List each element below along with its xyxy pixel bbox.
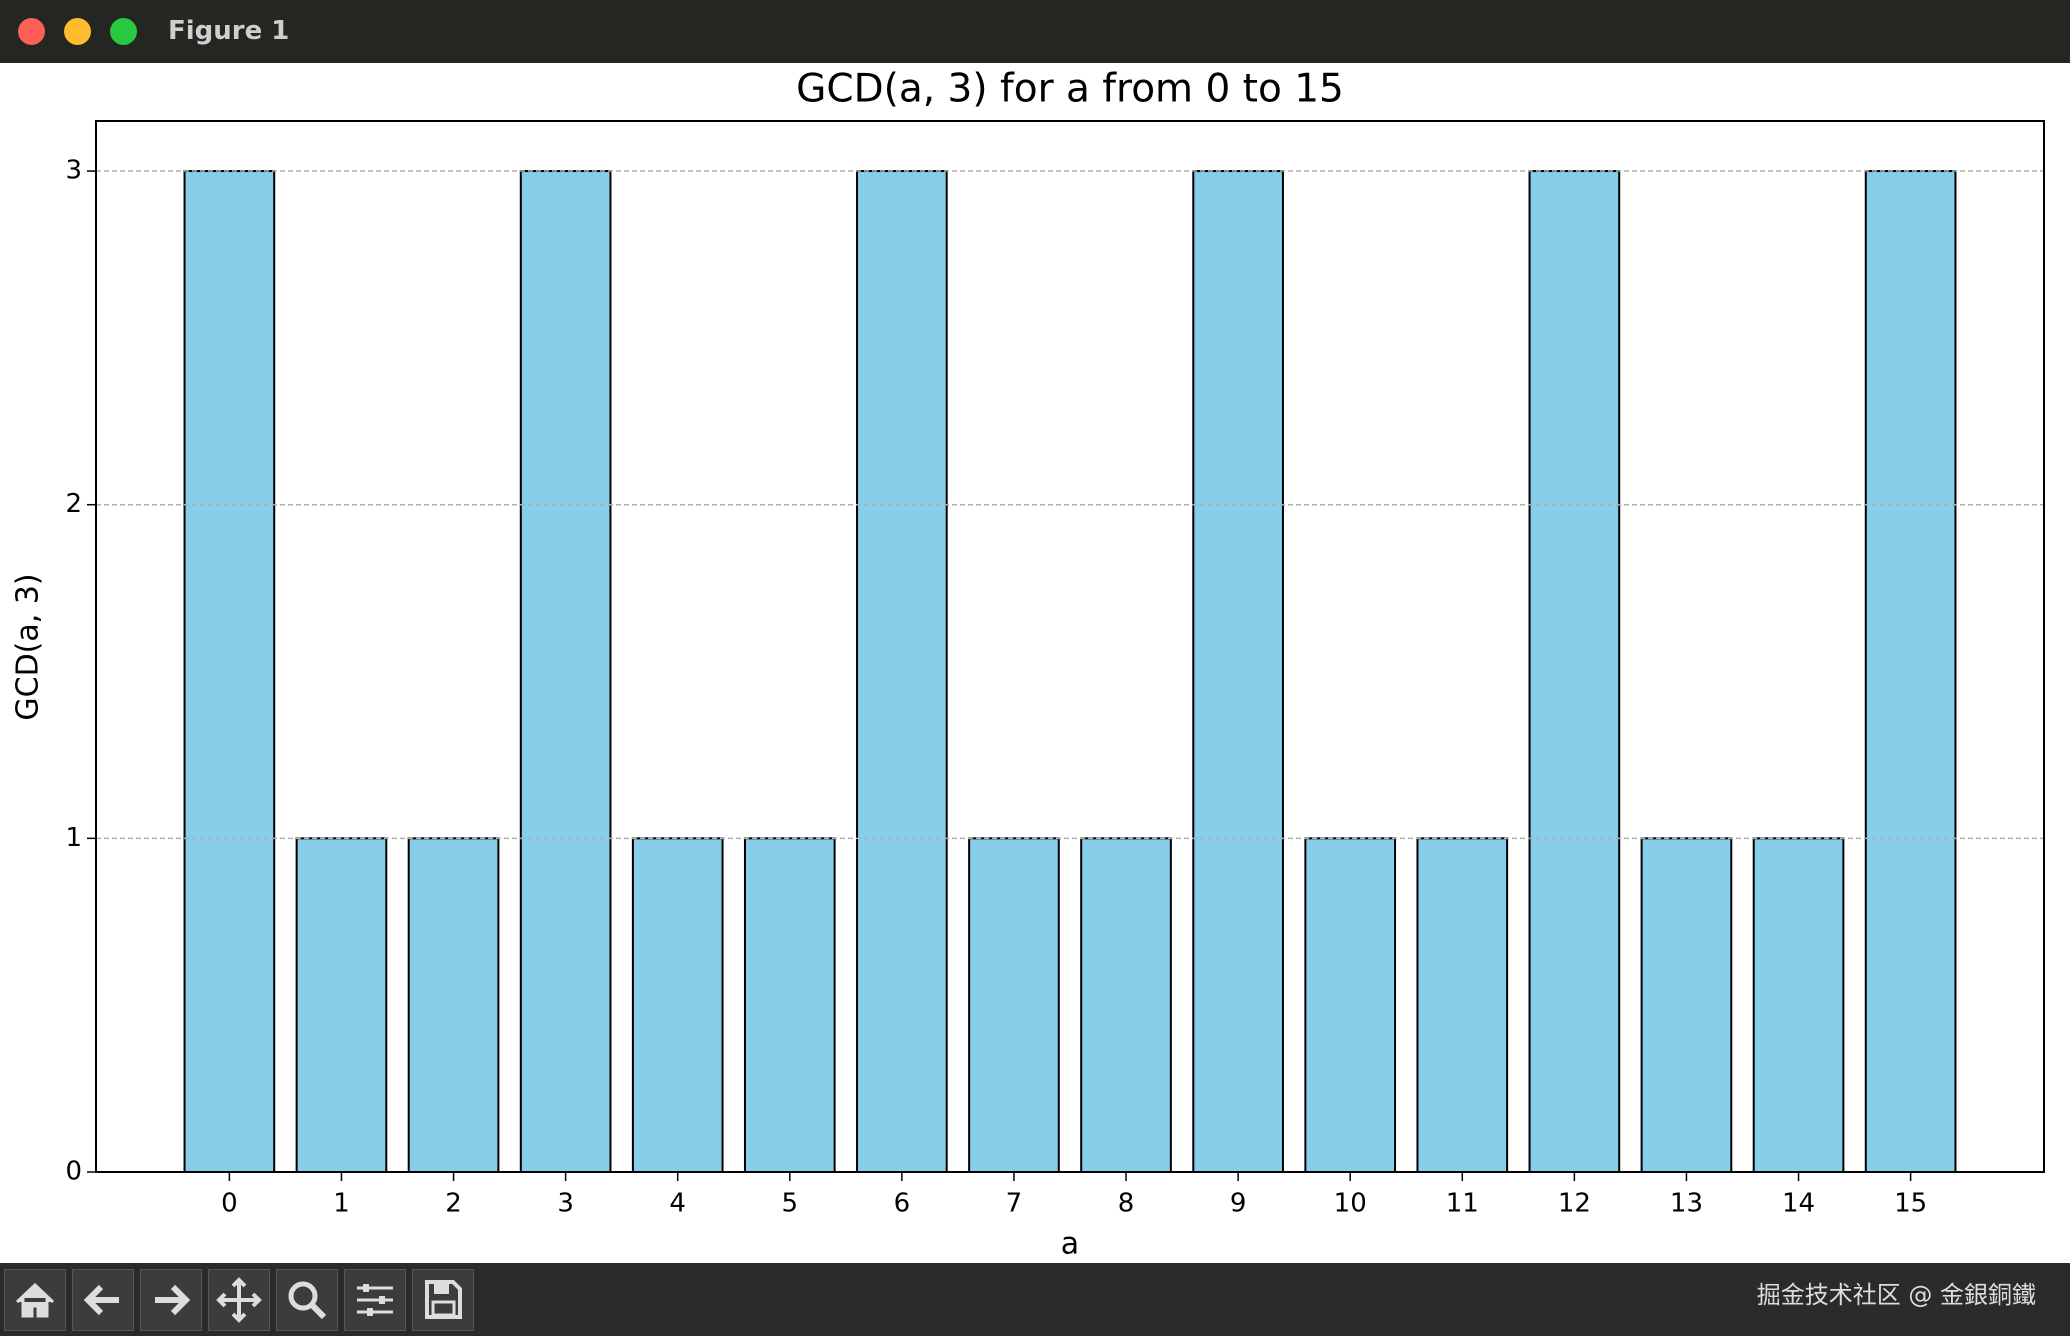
chart-title: GCD(a, 3) for a from 0 to 15 [796, 67, 1344, 112]
y-axis-label: GCD(a, 3) [11, 573, 46, 720]
y-tick-label: 0 [65, 1157, 82, 1187]
watermark: 掘金技术社区 @ 金銀銅鐵 [1756, 1281, 2036, 1309]
bar [1416, 837, 1509, 1173]
configure-icon [357, 1284, 393, 1316]
x-tick-label: 2 [445, 1189, 462, 1219]
bar [631, 837, 724, 1173]
bar [1640, 837, 1733, 1173]
back-icon [83, 1284, 119, 1316]
bar [856, 170, 948, 1174]
forward-icon [155, 1284, 191, 1316]
back-button[interactable] [72, 1269, 134, 1331]
bar [519, 170, 612, 1174]
x-tick-label: 14 [1782, 1189, 1815, 1219]
bar [968, 837, 1060, 1173]
x-tick-label: 6 [894, 1189, 911, 1219]
y-tick-label: 1 [65, 823, 82, 853]
save-icon [425, 1280, 462, 1319]
x-axis-label: a [1061, 1227, 1079, 1262]
y-tick-label: 2 [65, 489, 82, 519]
pan-icon [216, 1277, 262, 1323]
x-tick-label: 7 [1006, 1189, 1023, 1219]
bar [1080, 837, 1172, 1173]
pan-button[interactable] [208, 1269, 270, 1331]
bar [1752, 837, 1845, 1173]
x-tick-label: 15 [1894, 1189, 1927, 1219]
bar [1528, 170, 1621, 1174]
x-tick-label: 12 [1558, 1189, 1591, 1219]
home-button[interactable] [4, 1269, 66, 1331]
x-tick-label: 4 [669, 1189, 686, 1219]
window-title: Figure 1 [168, 16, 290, 46]
minimize-button[interactable] [64, 18, 91, 45]
x-tick-label: 1 [333, 1189, 350, 1219]
configure-button[interactable] [344, 1269, 406, 1331]
save-button[interactable] [412, 1269, 474, 1331]
plot-frame [95, 120, 2045, 1173]
x-tick-label: 3 [557, 1189, 574, 1219]
x-tick-label: 8 [1118, 1189, 1135, 1219]
x-tick-label: 11 [1446, 1189, 1479, 1219]
title-bar: Figure 1 [0, 0, 2070, 63]
bar [1304, 837, 1397, 1173]
close-button[interactable] [18, 18, 45, 45]
bar [743, 837, 836, 1173]
x-tick-label: 5 [782, 1189, 799, 1219]
toolbar: 掘金技术社区 @ 金銀銅鐵 [0, 1263, 2070, 1336]
y-tick-label: 3 [65, 156, 82, 186]
bar [183, 170, 276, 1174]
x-tick-label: 10 [1334, 1189, 1367, 1219]
bar [407, 837, 500, 1173]
bar [295, 837, 388, 1173]
bar [1192, 170, 1284, 1174]
bar [1864, 170, 1957, 1174]
x-tick-label: 0 [221, 1189, 238, 1219]
x-tick-label: 13 [1670, 1189, 1703, 1219]
chart: GCD(a, 3) for a from 0 to 15 a GCD(a, 3)… [11, 67, 2045, 1262]
home-icon [15, 1282, 55, 1318]
x-tick-label: 9 [1230, 1189, 1247, 1219]
zoom-tool-button[interactable] [276, 1269, 338, 1331]
zoom-icon [288, 1281, 327, 1320]
zoom-button[interactable] [110, 18, 137, 45]
forward-button[interactable] [140, 1269, 202, 1331]
